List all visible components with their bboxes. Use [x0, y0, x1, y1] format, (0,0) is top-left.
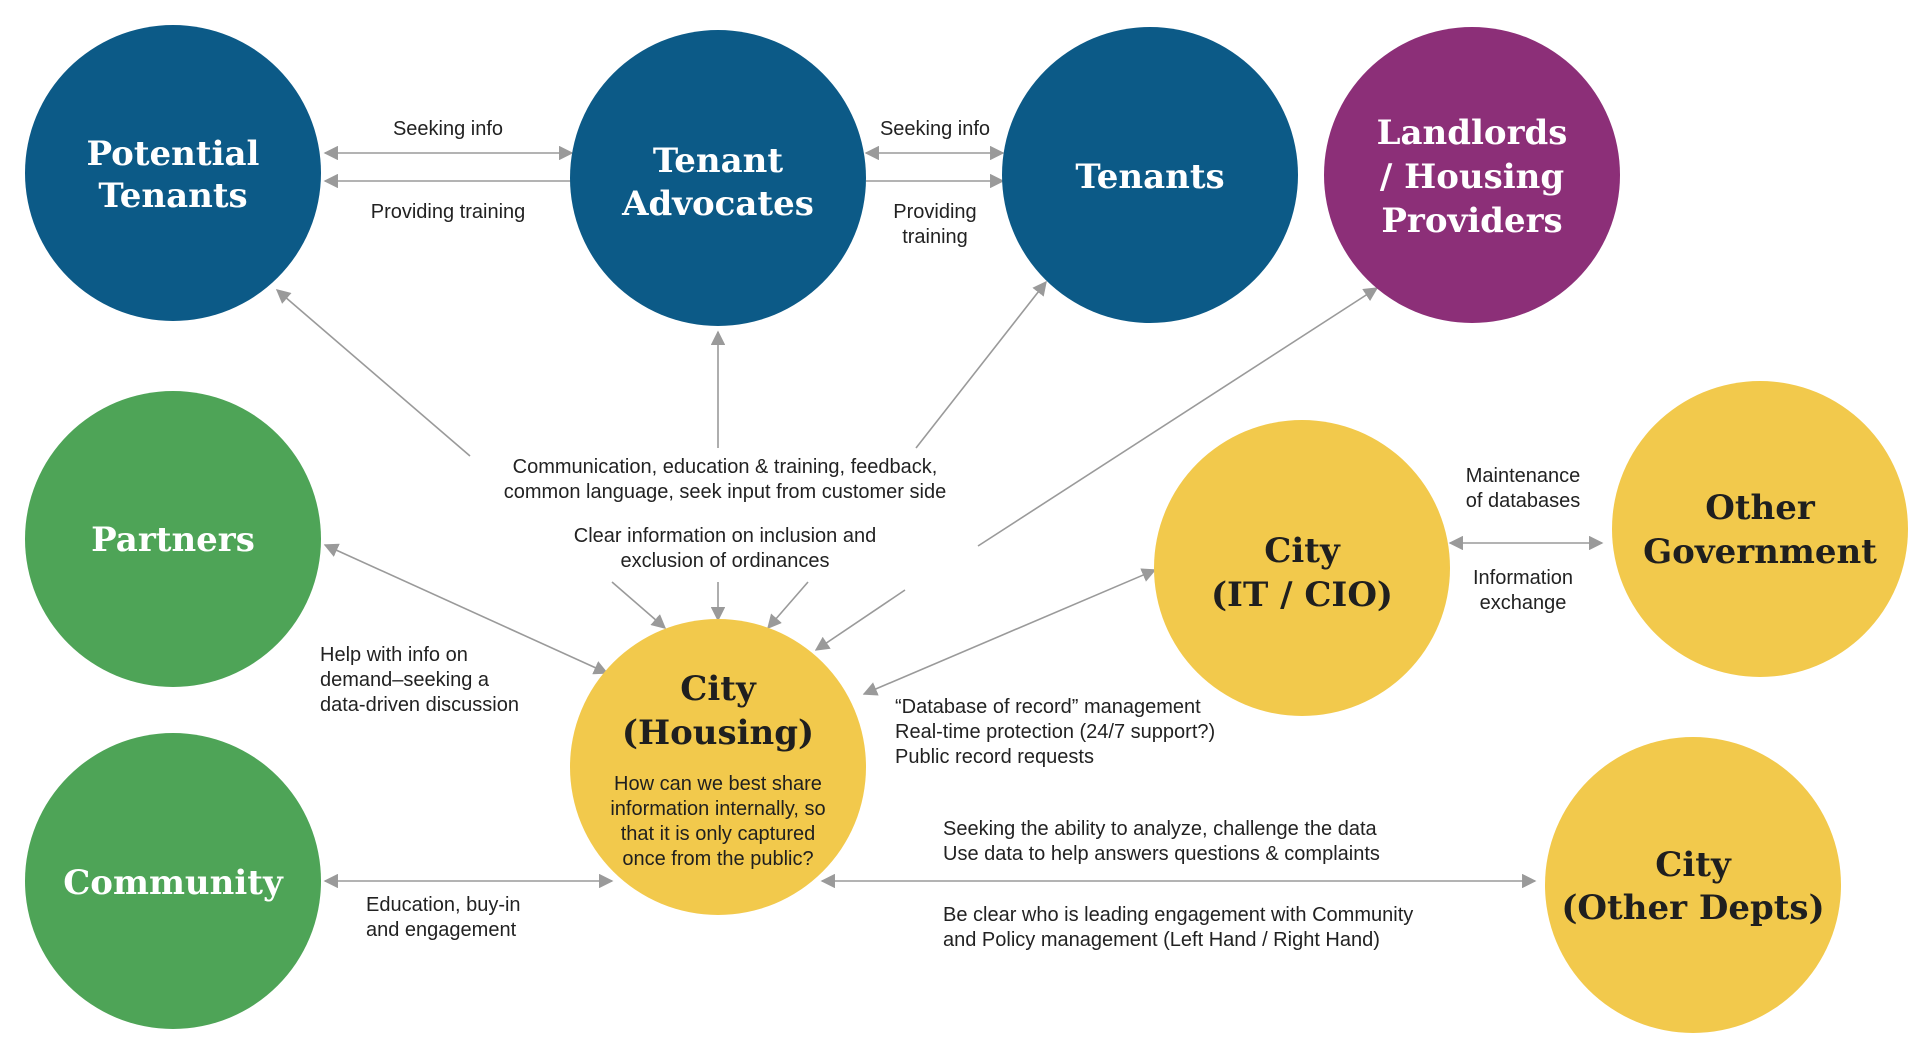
node-city-it: City (IT / CIO) — [1154, 420, 1450, 716]
arrow-landlords-to-housing — [814, 589, 906, 651]
nodes: Potential Tenants Tenant Advocates Tenants… — [25, 25, 1908, 1033]
arrow-clear-left — [611, 581, 667, 629]
node-tenants: Tenants — [1002, 27, 1298, 323]
node-community: Community — [25, 733, 321, 1029]
node-potential-tenants-circle — [25, 25, 321, 321]
node-city-other-depts-title: City (Other Depts) — [1561, 845, 1824, 928]
label-pt-ta-training: Providing training — [371, 201, 526, 223]
node-city-other-depts-circle — [1545, 737, 1841, 1033]
edge-labels: Seeking info Providing training Seeking … — [320, 118, 1580, 951]
node-city-it-circle — [1154, 420, 1450, 716]
label-partners-help: Help with info on demand–seeking a data-dr… — [320, 644, 519, 716]
node-landlords-title: Landlords / Housing Providers — [1377, 113, 1568, 241]
label-ta-t-seeking: Seeking info — [880, 118, 990, 140]
arrow-partners-housing — [323, 543, 609, 675]
arrow-clear-right — [767, 581, 809, 630]
node-city-housing-title: City (Housing) — [622, 669, 814, 753]
node-tenants-circle — [1002, 27, 1298, 323]
node-potential-tenants-title: Potential Tenants — [87, 134, 260, 216]
node-partners-title: Partners — [91, 520, 255, 560]
label-be-clear: Be clear who is leading engagement with … — [943, 904, 1413, 951]
node-landlords-circle — [1324, 27, 1620, 323]
arrow-housing-it — [862, 568, 1157, 696]
label-maintenance: Maintenance of databases — [1466, 465, 1581, 512]
label-community-edu: Education, buy-in and engagement — [366, 894, 521, 941]
label-database-record: “Database of record” management Real-time… — [895, 696, 1215, 768]
arrow-to-tenants — [915, 280, 1047, 449]
node-tenants-title: Tenants — [1075, 157, 1224, 197]
node-other-government-title: Other Government — [1643, 488, 1877, 572]
node-potential-tenants: Potential Tenants — [25, 25, 321, 321]
node-tenant-advocates-title: Tenant Advocates — [621, 141, 814, 224]
arrow-to-potential-tenants — [275, 289, 471, 457]
node-partners-circle — [25, 391, 321, 687]
node-tenant-advocates-circle — [570, 30, 866, 326]
node-community-title: Community — [63, 863, 284, 903]
connector-lines — [275, 145, 1604, 889]
label-clear-info: Clear information on inclusion and exclus… — [574, 525, 876, 572]
node-city-other-depts: City (Other Depts) — [1545, 737, 1841, 1033]
label-ta-t-training: Providing training — [893, 201, 976, 248]
node-tenant-advocates: Tenant Advocates — [570, 30, 866, 326]
label-pt-ta-seeking: Seeking info — [393, 118, 503, 140]
label-seeking-analyze: Seeking the ability to analyze, challeng… — [943, 818, 1380, 865]
node-city-housing: City (Housing) How can we best share infor… — [570, 619, 866, 915]
label-info-exchange: Information exchange — [1473, 567, 1573, 614]
arrow-to-landlords — [977, 287, 1379, 547]
node-partners: Partners — [25, 391, 321, 687]
node-city-housing-question: How can we best share information interna… — [610, 773, 825, 870]
node-landlords: Landlords / Housing Providers — [1324, 27, 1620, 323]
node-city-housing-circle — [570, 619, 866, 915]
node-other-government: Other Government — [1612, 381, 1908, 677]
node-community-circle — [25, 733, 321, 1029]
node-city-it-title: City (IT / CIO) — [1211, 531, 1393, 615]
node-other-government-circle — [1612, 381, 1908, 677]
label-communication: Communication, education & training, fee… — [504, 456, 946, 503]
